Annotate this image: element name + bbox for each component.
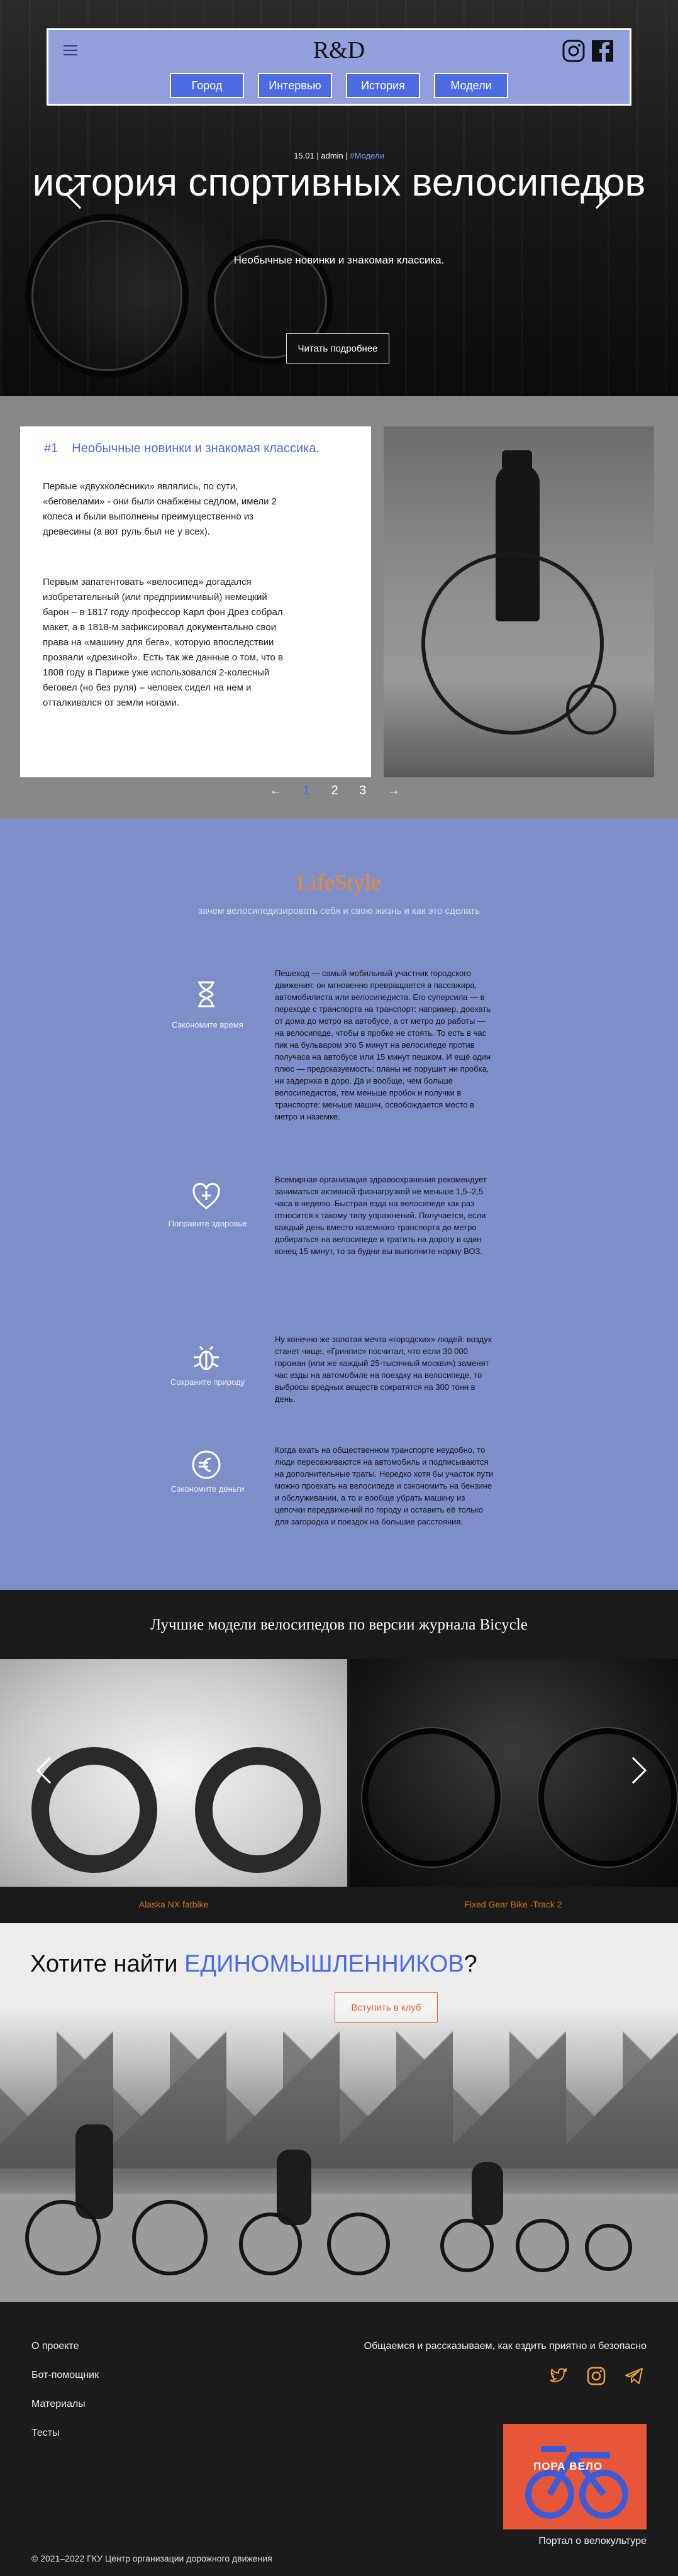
join-title-prefix: Хотите найти bbox=[30, 1951, 185, 1977]
lifestyle-title: LifeStyle bbox=[297, 870, 381, 895]
lifestyle-item-text: Всемирная организация здравоохранения ре… bbox=[275, 1175, 487, 1256]
story-heading: #1 Необычные новинки и знакомая классика. bbox=[44, 441, 320, 456]
model-caption: Alaska NX fatbike bbox=[138, 1899, 209, 1909]
lifestyle-item-text: Ну конечно же золотая мечта «городских» … bbox=[275, 1335, 492, 1404]
lifestyle-item-label: Сэкономите время bbox=[172, 1020, 243, 1030]
tab-city[interactable]: Город bbox=[170, 73, 244, 98]
post-meta: 15.01 | admin | #Модели bbox=[294, 151, 384, 160]
instagram-icon[interactable] bbox=[586, 2366, 606, 2386]
join-title: Хотите найти ЕДИНОМЫШЛЕННИКОВ? bbox=[30, 1951, 477, 1978]
footer-copyright: © 2021–2022 ГКУ Центр организации дорожн… bbox=[31, 2553, 272, 2563]
cyclist-figure bbox=[472, 2162, 503, 2225]
pager-page-3[interactable]: 3 bbox=[359, 784, 375, 797]
footer-portal-caption: Портал о велокультуре bbox=[538, 2536, 647, 2546]
pora-velo-logo-graphic bbox=[525, 2446, 628, 2519]
cyclist-wheel bbox=[327, 2212, 390, 2275]
cyclist-wheel bbox=[440, 2219, 494, 2272]
models-section: Лучшие модели велосипедов по версии журн… bbox=[0, 1590, 678, 1923]
pager-page-2[interactable]: 2 bbox=[331, 784, 347, 797]
penny-farthing-photo bbox=[384, 426, 654, 777]
menu-icon[interactable] bbox=[64, 45, 77, 57]
story-heading-text: Необычные новинки и знакомая классика. bbox=[72, 441, 320, 455]
bug-icon bbox=[194, 1346, 219, 1370]
pager-prev[interactable]: ← bbox=[269, 784, 291, 797]
photo-big-wheel bbox=[421, 552, 604, 735]
main-tabs: Город Интервью История Модели bbox=[48, 73, 630, 98]
model-slide-fixed-gear[interactable] bbox=[350, 1659, 678, 1887]
telegram-icon[interactable] bbox=[624, 2366, 644, 2386]
pora-velo-logo-text: ПОРА ВЕЛО bbox=[533, 2460, 603, 2472]
footer-slogan: Общаемся и рассказываем, как ездить прия… bbox=[364, 2341, 647, 2351]
tab-models[interactable]: Модели bbox=[434, 73, 508, 98]
lifestyle-subtitle: зачем велосипедизировать себя и свою жиз… bbox=[197, 906, 481, 916]
post-tag[interactable]: #Модели bbox=[350, 151, 384, 160]
hero-title: история спортивных велосипедов bbox=[32, 161, 646, 204]
story-number: #1 bbox=[44, 441, 58, 455]
footer-link-tests[interactable]: Тесты bbox=[31, 2428, 60, 2438]
cyclist-wheel bbox=[585, 2224, 632, 2271]
lifestyle-item-label: Сохраните природу bbox=[170, 1377, 245, 1387]
hero-bike-wheel bbox=[208, 239, 333, 365]
track-bike-wheel bbox=[362, 1728, 501, 1867]
join-title-highlight: ЕДИНОМЫШЛЕННИКОВ bbox=[184, 1951, 464, 1977]
hero-bike-wheel bbox=[25, 214, 189, 377]
cyclist-wheel bbox=[132, 2200, 208, 2275]
tab-interview[interactable]: Интервью bbox=[258, 73, 332, 98]
model-slide-fatbike[interactable] bbox=[0, 1659, 347, 1887]
model-caption: Fixed Gear Bike -Track 2 bbox=[464, 1899, 562, 1909]
footer-link-about[interactable]: О проекте bbox=[31, 2341, 79, 2351]
hero-section: R&D Город Интервью История Модели 15.01 … bbox=[0, 0, 678, 396]
story-pager: ← 1 2 3 → bbox=[0, 784, 678, 798]
read-more-button[interactable]: Читать подробнее bbox=[286, 333, 389, 364]
cyclist-figure bbox=[75, 2124, 113, 2219]
cyclist-figure bbox=[277, 2150, 311, 2225]
footer-link-materials[interactable]: Материалы bbox=[31, 2399, 86, 2409]
pager-page-1[interactable]: 1 bbox=[303, 784, 319, 797]
fatbike-wheel bbox=[195, 1747, 321, 1873]
story-card: #1 Необычные новинки и знакомая классика.… bbox=[20, 426, 371, 777]
post-date: 15.01 bbox=[294, 151, 314, 160]
euro-icon bbox=[192, 1450, 221, 1479]
story-paragraph: Первым запатентовать «велосипед» догадал… bbox=[43, 577, 284, 708]
photo-small-wheel bbox=[566, 684, 616, 735]
footer-link-bot[interactable]: Бот-помощник bbox=[31, 2370, 99, 2380]
track-bike-wheel bbox=[538, 1728, 677, 1867]
twitter-icon[interactable] bbox=[548, 2366, 569, 2386]
footer: О проекте Бот-помощник Материалы Тесты О… bbox=[0, 2302, 678, 2576]
lifestyle-section: LifeStyle зачем велосипедизировать себя … bbox=[0, 819, 678, 1590]
lifestyle-item-text: Пешеход — самый мобильный участник город… bbox=[275, 969, 491, 1121]
join-section: Хотите найти ЕДИНОМЫШЛЕННИКОВ? Вступить … bbox=[0, 1923, 678, 2302]
facebook-icon[interactable] bbox=[591, 39, 614, 63]
pora-velo-logo[interactable]: ПОРА ВЕЛО bbox=[503, 2424, 647, 2529]
lifestyle-item-label: Поправите здоровье bbox=[168, 1219, 247, 1228]
join-title-suffix: ? bbox=[464, 1951, 477, 1977]
cyclist-wheel bbox=[239, 2212, 302, 2275]
heart-plus-icon bbox=[192, 1182, 220, 1209]
story-section: #1 Необычные новинки и знакомая классика.… bbox=[0, 396, 678, 819]
models-title: Лучшие модели велосипедов по версии журн… bbox=[150, 1616, 528, 1633]
hero-subtitle: Необычные новинки и знакомая классика. bbox=[233, 254, 445, 266]
join-club-button[interactable]: Вступить в клуб bbox=[335, 1992, 438, 2023]
cyclist-wheel bbox=[25, 2200, 101, 2275]
pager-next[interactable]: → bbox=[387, 784, 409, 797]
instagram-icon[interactable] bbox=[562, 39, 586, 63]
tab-history[interactable]: История bbox=[346, 73, 420, 98]
cyclist-wheel bbox=[516, 2219, 569, 2272]
lifestyle-item-text: Когда ехать на общественном транспорте н… bbox=[275, 1445, 494, 1526]
top-navigation: R&D Город Интервью История Модели bbox=[47, 28, 631, 106]
brand-logo[interactable]: R&D bbox=[313, 37, 365, 64]
hourglass-icon bbox=[198, 981, 214, 1008]
story-paragraph: Первые «двухколёсники» являлись, по сути… bbox=[43, 481, 277, 537]
post-author: admin bbox=[321, 151, 343, 160]
lifestyle-item-label: Сэкономите деньги bbox=[170, 1484, 245, 1494]
